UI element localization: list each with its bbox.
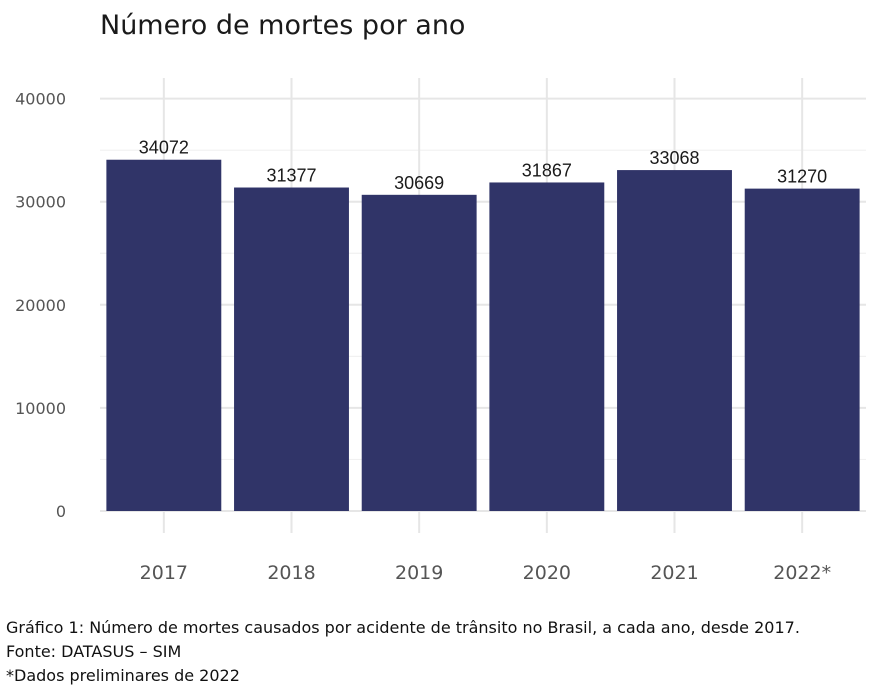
y-tick-label: 40000 [15,90,66,109]
x-tick-label: 2017 [140,562,188,584]
caption-description: Gráfico 1: Número de mortes causados por… [6,618,800,637]
data-labels: 34072 31377 30669 31867 33068 31270 [139,138,827,193]
bar [361,194,477,512]
bar-chart: Número de mortes por ano 0 10000 20000 3000… [15,10,866,584]
x-tick-label: 2020 [523,562,571,584]
y-tick-label: 30000 [15,193,66,212]
bar-series [106,159,860,512]
y-tick-label: 0 [56,502,66,521]
x-tick-label: 2022* [773,562,831,584]
bar-value-label: 31377 [266,166,316,186]
bar [744,188,860,511]
x-tick-label: 2018 [267,562,315,584]
x-tick-label: 2019 [395,562,443,584]
caption-note: *Dados preliminares de 2022 [6,666,240,685]
x-tick-label: 2021 [650,562,698,584]
x-axis: 2017 2018 2019 2020 2021 2022* [140,562,831,584]
bar-value-label: 34072 [139,138,189,158]
y-axis: 0 10000 20000 30000 40000 [15,90,66,521]
bar [617,170,732,512]
y-tick-label: 20000 [15,296,66,315]
y-tick-label: 10000 [15,399,66,418]
bar-value-label: 30669 [394,173,444,193]
bar [489,182,605,511]
chart-title: Número de mortes por ano [100,10,465,41]
bar-value-label: 33068 [649,148,699,168]
bar-value-label: 31867 [522,160,572,180]
bar-value-label: 31270 [777,167,827,187]
figure-caption: Gráfico 1: Número de mortes causados por… [6,616,800,688]
bar [234,187,349,511]
bar [106,159,222,512]
caption-source: Fonte: DATASUS – SIM [6,642,182,661]
